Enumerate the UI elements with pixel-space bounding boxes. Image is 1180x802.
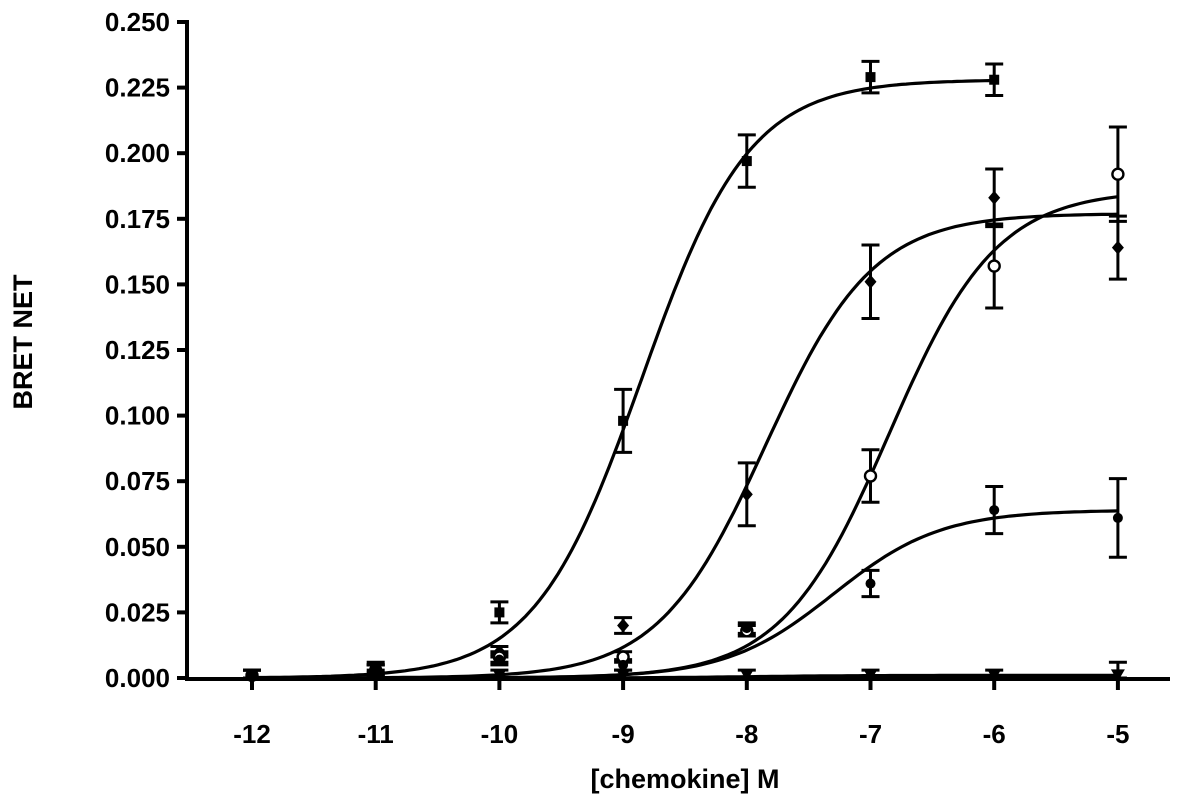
y-ticks: 0.000 0.025 0.050 0.075 0.100 0.125 0.150 0.175… bbox=[105, 7, 187, 693]
fit-curve-series-3 bbox=[252, 195, 1119, 680]
data-point-diamond bbox=[617, 618, 630, 633]
data-point-open-circle bbox=[863, 469, 878, 483]
data-point-triangle-down bbox=[368, 669, 383, 682]
data-point-filled-circle bbox=[865, 578, 876, 589]
data-point-square bbox=[494, 607, 505, 618]
data-point-open-circle bbox=[987, 259, 1001, 273]
fit-curve-series-1 bbox=[251, 79, 995, 680]
y-tick-label: 0.150 bbox=[105, 269, 170, 299]
y-tick-label: 0.175 bbox=[105, 204, 170, 234]
y-tick-label: 0.025 bbox=[105, 597, 170, 627]
data-point-triangle-down bbox=[616, 669, 631, 682]
data-point-triangle-down bbox=[863, 669, 878, 682]
x-ticks: -12 -11 -10 -9 -8 -7 -6 -5 bbox=[233, 679, 1129, 749]
x-tick-label: -12 bbox=[233, 719, 271, 749]
data-point-diamond bbox=[1111, 240, 1124, 255]
data-point-filled-circle bbox=[1112, 512, 1123, 523]
y-tick-label: 0.100 bbox=[105, 401, 170, 431]
data-point-triangle-down bbox=[245, 669, 259, 682]
x-tick-label: -7 bbox=[859, 719, 882, 749]
data-point-square bbox=[618, 415, 629, 426]
data-point-diamond bbox=[740, 487, 753, 502]
y-tick-label: 0.075 bbox=[105, 466, 170, 496]
data-point-triangle-down bbox=[987, 669, 1002, 682]
y-tick-label: 0.200 bbox=[105, 138, 170, 168]
data-point-diamond bbox=[988, 190, 1001, 205]
x-tick-label: -11 bbox=[358, 719, 394, 749]
y-tick-label: 0.000 bbox=[105, 663, 170, 693]
x-tick-label: -6 bbox=[983, 719, 1006, 749]
data-point-triangle-down bbox=[1110, 669, 1125, 682]
data-point-triangle-down bbox=[492, 669, 507, 682]
x-tick-label: -9 bbox=[612, 719, 635, 749]
y-tick-label: 0.125 bbox=[105, 335, 170, 365]
data-point-diamond bbox=[864, 274, 877, 289]
data-point-square bbox=[989, 74, 1000, 85]
data-point-square bbox=[741, 156, 752, 167]
error-bars bbox=[243, 59, 1127, 680]
data-point-square bbox=[865, 72, 876, 83]
data-point-open-circle bbox=[1111, 167, 1125, 181]
fit-curve-series-2 bbox=[252, 212, 1118, 680]
y-tick-label: 0.050 bbox=[105, 532, 170, 562]
y-axis-title: BRET NET bbox=[8, 274, 38, 410]
x-tick-label: -10 bbox=[481, 719, 519, 749]
y-tick-label: 0.250 bbox=[105, 7, 170, 37]
data-point-filled-circle bbox=[494, 654, 505, 665]
data-point-triangle-down bbox=[739, 669, 754, 682]
x-axis-title: [chemokine] M bbox=[590, 764, 779, 794]
data-point-filled-circle bbox=[741, 623, 752, 634]
x-tick-label: -5 bbox=[1106, 719, 1129, 749]
data-points bbox=[245, 72, 1125, 683]
x-tick-label: -8 bbox=[735, 719, 758, 749]
data-point-filled-circle bbox=[989, 505, 1000, 516]
fit-curve-series-5 bbox=[252, 673, 1118, 680]
y-tick-label: 0.225 bbox=[105, 73, 170, 103]
axes bbox=[185, 20, 1170, 681]
data-point-filled-circle bbox=[618, 659, 629, 670]
